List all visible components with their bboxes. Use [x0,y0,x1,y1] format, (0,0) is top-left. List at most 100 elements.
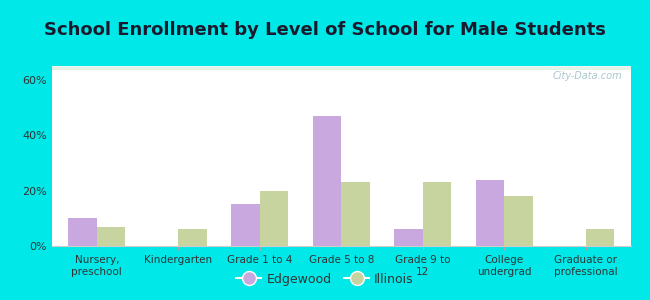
Bar [52,67,630,68]
Bar [52,68,630,69]
Bar [52,66,630,68]
Bar [52,66,630,68]
Bar [52,67,630,69]
Bar [52,66,630,68]
Bar [52,67,630,69]
Bar [52,66,630,68]
Bar [52,67,630,68]
Bar [52,67,630,69]
Bar [52,66,630,68]
Bar [52,67,630,68]
Bar [52,68,630,69]
Bar [52,67,630,69]
Bar [52,66,630,68]
Bar [52,66,630,68]
Bar [52,67,630,68]
Bar [52,68,630,69]
Bar [52,67,630,69]
Bar [52,68,630,70]
Bar [52,67,630,69]
Bar [476,179,504,246]
Bar [52,67,630,69]
Bar [52,66,630,68]
Bar [52,67,630,69]
Bar [52,67,630,69]
Bar [52,67,630,69]
Bar [52,66,630,68]
Bar [52,68,630,69]
Bar [52,67,630,69]
Bar [52,67,630,68]
Bar [52,67,630,69]
Bar [422,182,451,246]
Bar [52,66,630,68]
Text: School Enrollment by Level of School for Male Students: School Enrollment by Level of School for… [44,21,606,39]
Bar [52,66,630,68]
Bar [52,67,630,69]
Bar [52,66,630,68]
Bar [52,68,630,69]
Bar [586,230,614,246]
Bar [52,67,630,69]
Bar [52,68,630,69]
Bar [52,67,630,69]
Bar [52,67,630,69]
Bar [394,230,422,246]
Bar [313,116,341,246]
Bar [52,67,630,69]
Bar [52,68,630,69]
Bar [52,68,630,69]
Bar [52,68,630,70]
Text: City-Data.com: City-Data.com [552,71,622,81]
Bar [52,67,630,69]
Bar [97,226,125,246]
Bar [52,68,630,70]
Bar [52,68,630,70]
Bar [52,66,630,68]
Bar [52,66,630,68]
Bar [52,67,630,69]
Bar [52,68,630,70]
Bar [52,67,630,68]
Bar [52,67,630,69]
Bar [52,67,630,68]
Bar [52,68,630,69]
Bar [52,67,630,69]
Bar [52,67,630,69]
Bar [52,67,630,69]
Bar [52,67,630,69]
Bar [52,68,630,69]
Bar [52,67,630,68]
Bar [504,196,533,246]
Bar [52,66,630,68]
Bar [52,67,630,68]
Bar [52,67,630,68]
Bar [52,67,630,68]
Bar [52,66,630,68]
Bar [52,68,630,69]
Bar [52,67,630,69]
Bar [68,218,97,246]
Bar [231,205,260,246]
Bar [52,67,630,68]
Bar [52,68,630,69]
Bar [52,68,630,69]
Bar [52,67,630,69]
Bar [52,68,630,69]
Bar [52,67,630,69]
Bar [52,68,630,69]
Bar [52,66,630,68]
Bar [52,67,630,69]
Bar [52,67,630,68]
Bar [52,66,630,68]
Bar [52,66,630,68]
Bar [52,66,630,68]
Bar [178,230,207,246]
Bar [52,66,630,68]
Bar [341,182,370,246]
Bar [52,66,630,68]
Bar [52,67,630,69]
Bar [52,67,630,69]
Bar [52,67,630,68]
Bar [52,68,630,70]
